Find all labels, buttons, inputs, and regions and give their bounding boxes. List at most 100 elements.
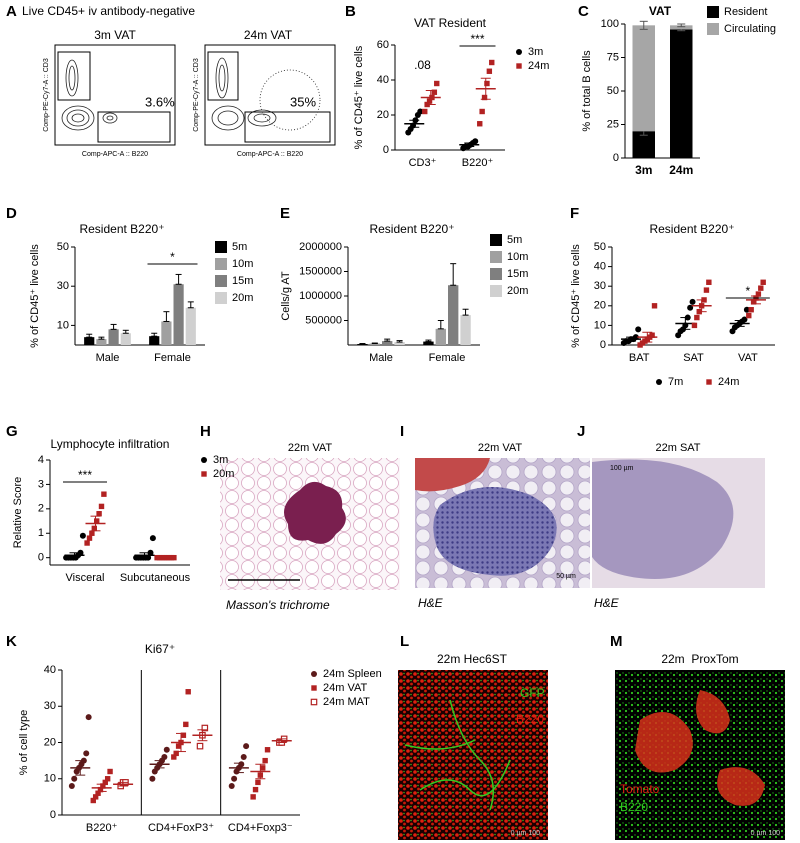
channel-label: B220 — [516, 712, 544, 726]
tissue — [415, 458, 490, 492]
data-point — [149, 775, 156, 782]
legend-label: 3m — [213, 454, 228, 466]
x-tick-label: B220⁺ — [462, 157, 494, 169]
microscopy-image — [398, 670, 548, 840]
bar — [108, 329, 119, 345]
scale-label: 100 µm — [610, 465, 634, 472]
bar — [96, 339, 107, 345]
legend-label: 20m — [232, 292, 253, 304]
data-point — [758, 285, 764, 291]
data-point — [79, 532, 86, 539]
legend-swatch — [707, 23, 719, 35]
chart-title: Resident B220⁺ — [79, 222, 164, 236]
bar — [185, 307, 196, 345]
chart-title: Lymphocyte infiltration — [51, 437, 170, 451]
y-tick-label: 1 — [38, 527, 44, 539]
panel-l: L 22m Hec6ST GFP B220 0 µm 100 — [398, 633, 548, 840]
data-point — [689, 298, 696, 305]
y-axis-label: % of cell type — [18, 710, 30, 775]
y-tick-label: 10 — [44, 773, 56, 785]
panel-letter: B — [345, 3, 356, 20]
data-point — [95, 790, 101, 796]
legend-swatch — [707, 6, 719, 18]
channel-label: GFP — [520, 686, 545, 700]
y-tick-label: 0 — [613, 152, 619, 164]
legend-label: 7m — [668, 376, 683, 388]
data-point — [417, 108, 424, 115]
data-point — [755, 291, 762, 297]
legend-swatch — [490, 234, 502, 246]
annotation: *** — [78, 468, 92, 482]
data-point — [102, 779, 108, 786]
tissue — [284, 481, 346, 544]
legend-swatch — [215, 275, 227, 287]
data-point — [89, 530, 95, 536]
data-point — [760, 279, 766, 285]
y-tick-label: 40 — [377, 74, 389, 86]
y-tick-label: 4 — [38, 454, 44, 466]
y-tick-label: 75 — [607, 51, 619, 63]
panel-title: Live CD45+ iv antibody-negative — [22, 4, 195, 18]
data-point — [255, 779, 261, 786]
data-point — [706, 279, 712, 285]
panel-letter: D — [6, 205, 17, 222]
image-caption: H&E — [594, 596, 620, 610]
legend-label: 15m — [232, 275, 253, 287]
x-tick-label: B220⁺ — [86, 822, 118, 834]
y-tick-label: 100 — [601, 18, 619, 30]
gate-label: 35% — [290, 94, 316, 109]
x-tick-label: Male — [369, 352, 393, 364]
panel-letter: F — [570, 205, 579, 222]
data-point — [479, 108, 485, 115]
y-axis-label: % of CD45⁺ live cells — [570, 244, 582, 348]
x-tick-label: CD4+Foxp3⁻ — [228, 822, 293, 834]
gate-label: 3.6% — [145, 94, 175, 109]
lymphatics — [635, 690, 765, 806]
bar — [161, 321, 172, 345]
data-point — [201, 724, 209, 732]
legend-marker — [656, 379, 662, 385]
data-point — [91, 525, 97, 532]
data-point — [635, 326, 642, 333]
y-axis-label: Relative Score — [12, 477, 24, 549]
x-label: Comp-APC-A :: B220 — [82, 151, 148, 158]
legend-marker — [201, 457, 207, 463]
x-tick-label: SAT — [683, 352, 704, 364]
panel-h: H 22m VAT Masson's trichrome — [200, 423, 400, 612]
legend-swatch — [215, 258, 227, 270]
scale-label: 0 µm 100 — [511, 830, 540, 837]
legend-label: 24m Spleen — [323, 668, 382, 680]
vessels — [404, 699, 511, 811]
legend-swatch — [490, 285, 502, 297]
data-point — [250, 794, 256, 800]
chart-title: Resident B220⁺ — [369, 222, 454, 236]
channel-label: Tomato — [620, 782, 660, 796]
bar — [448, 285, 459, 345]
bar-segment — [670, 25, 693, 30]
y-tick-label: 20 — [594, 300, 606, 312]
panel-i: I 22m VAT 50 µm H&E — [400, 423, 590, 610]
data-point — [147, 549, 154, 556]
y-tick-label: 30 — [594, 280, 606, 292]
data-point — [481, 94, 488, 101]
legend-label: 3m — [528, 46, 543, 58]
data-point — [104, 776, 111, 782]
data-point — [90, 797, 96, 804]
bar — [149, 336, 160, 345]
y-tick-label: 30 — [57, 280, 69, 292]
plot-title: 24m VAT — [244, 28, 293, 42]
y-tick-label: 1500000 — [299, 265, 342, 277]
data-point — [149, 535, 156, 542]
data-point — [98, 503, 105, 510]
data-point — [107, 768, 113, 775]
x-tick-label: Female — [154, 352, 191, 364]
y-axis-label: % of CD45⁺ live cells — [29, 244, 41, 348]
y-tick-label: 0 — [383, 144, 389, 156]
image-title: 22m ProxTom — [661, 652, 738, 666]
chart-title: Resident B220⁺ — [649, 222, 734, 236]
image-title: 22m VAT — [478, 442, 522, 454]
y-axis-label: % of CD45⁺ live cells — [353, 45, 365, 149]
legend-label: 20m — [213, 468, 234, 480]
legend-label: 24m VAT — [323, 682, 367, 694]
data-point — [746, 312, 752, 319]
